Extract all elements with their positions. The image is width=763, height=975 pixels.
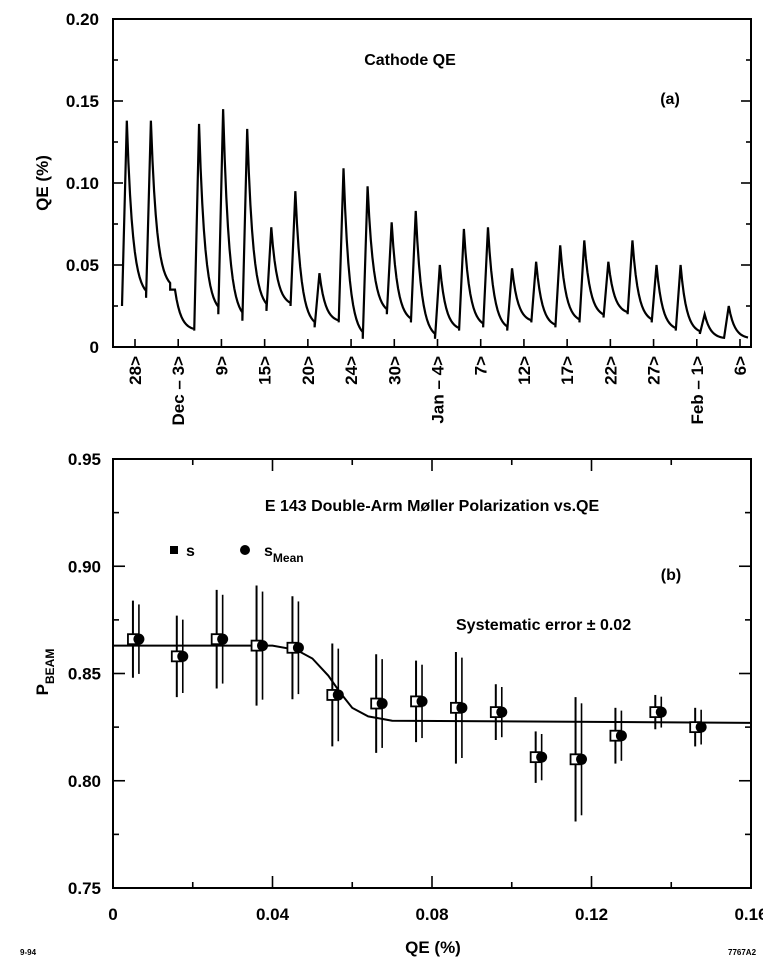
data-point-circle [376, 698, 388, 710]
panel-a-date-label: Jan – 4> [429, 356, 448, 424]
data-point-circle [292, 642, 304, 654]
legend: s sMean [170, 543, 304, 565]
panel-b-x-tick-label: 0 [108, 905, 117, 924]
data-point-circle [496, 706, 508, 718]
data-point-circle [695, 721, 707, 733]
panel-b-label: (b) [661, 567, 681, 584]
data-point-circle [615, 730, 627, 742]
panel-b-y-tick-label: 0.90 [68, 557, 101, 576]
data-point-circle [536, 751, 548, 763]
panel-a: 0 0.05 0.10 0.15 0.20 28> Dec – 3> 9> 15> 20> 24>… [33, 10, 752, 426]
legend-smean-main: s [264, 543, 273, 560]
panel-a-ticks [113, 18, 751, 348]
panel-a-y-tick-label: 0.20 [66, 10, 99, 29]
panel-a-label: (a) [660, 91, 680, 108]
data-point-circle [456, 702, 468, 714]
legend-s-label: s [186, 543, 195, 560]
legend-smean-label: sMean [264, 543, 304, 565]
qe-curve-line [120, 109, 749, 339]
panel-a-date-label: 7> [472, 356, 491, 375]
panel-a-y-tick-labels: 0 0.05 0.10 0.15 0.20 [66, 10, 99, 357]
series-smean-points [133, 633, 707, 765]
data-point-circle [332, 689, 344, 701]
panel-b-y-tick-label: 0.85 [68, 665, 101, 684]
panel-b-title: E 143 Double-Arm Møller Polarization vs.… [265, 498, 600, 515]
panel-a-date-label: 12> [515, 356, 534, 385]
legend-square-marker [170, 546, 178, 554]
data-point-circle [416, 695, 428, 707]
panel-a-date-label: 17> [558, 356, 577, 385]
data-point-circle [177, 650, 189, 662]
panel-a-date-label: 9> [212, 356, 231, 375]
panel-a-date-label: 6> [731, 356, 750, 375]
panel-a-date-label: 24> [342, 356, 361, 385]
panel-a-y-tick-label: 0.15 [66, 92, 99, 111]
panel-b-frame [112, 458, 752, 889]
series-s-points [127, 633, 702, 766]
panel-a-date-label: 20> [299, 356, 318, 385]
panel-a-title: Cathode QE [364, 52, 456, 69]
data-point-circle [576, 753, 588, 765]
panel-a-y-axis-label: QE (%) [33, 155, 52, 211]
panel-a-date-label: 27> [645, 356, 664, 385]
systematic-error-note: Systematic error ± 0.02 [456, 617, 631, 634]
panel-a-date-label: 28> [126, 356, 145, 385]
panel-a-date-label: 30> [385, 356, 404, 385]
panel-b-x-tick-label: 0.16 [734, 905, 763, 924]
y-axis-label-main: P [33, 684, 52, 695]
panel-b-y-axis-label: PBEAM [33, 649, 57, 696]
panel-b-y-tick-label: 0.75 [68, 879, 101, 898]
panel-b-x-axis-label: QE (%) [405, 938, 461, 957]
panel-a-date-label: 22> [601, 356, 620, 385]
panel-b-x-tick-label: 0.12 [575, 905, 608, 924]
panel-a-y-tick-label: 0.10 [66, 174, 99, 193]
panel-b-y-tick-labels: 0.75 0.80 0.85 0.90 0.95 [68, 450, 101, 898]
legend-smean-sub: Mean [273, 551, 304, 565]
panel-b-x-tick-label: 0.08 [415, 905, 448, 924]
panel-a-y-tick-label: 0.05 [66, 256, 99, 275]
fit-curve-line [113, 644, 752, 724]
panel-a-date-label: 15> [256, 356, 275, 385]
panel-b-y-tick-label: 0.95 [68, 450, 101, 469]
legend-circle-marker [240, 545, 250, 555]
panel-a-date-label: Dec – 3> [169, 356, 188, 426]
data-point-circle [655, 706, 667, 718]
panel-a-date-labels: 28> Dec – 3> 9> 15> 20> 24> 30> Jan – 4> 7> 12> 17… [126, 356, 750, 426]
data-point-circle [133, 633, 145, 645]
footer-left-code: 9-94 [20, 948, 37, 957]
panel-b-ticks [112, 458, 752, 889]
panel-a-y-tick-label: 0 [90, 338, 99, 357]
panel-b-x-tick-labels: 0 0.04 0.08 0.12 0.16 [108, 905, 763, 924]
panel-a-date-label: Feb – 1> [688, 356, 707, 425]
data-point-circle [257, 640, 269, 652]
panel-b-y-tick-label: 0.80 [68, 772, 101, 791]
y-axis-label-sub: BEAM [43, 649, 57, 684]
panel-b: 0.75 0.80 0.85 0.90 0.95 0 0.04 0.08 0.12 0.16 E… [33, 450, 763, 957]
panel-b-x-tick-label: 0.04 [256, 905, 290, 924]
footer-right-code: 7767A2 [728, 948, 757, 957]
data-point-circle [217, 633, 229, 645]
